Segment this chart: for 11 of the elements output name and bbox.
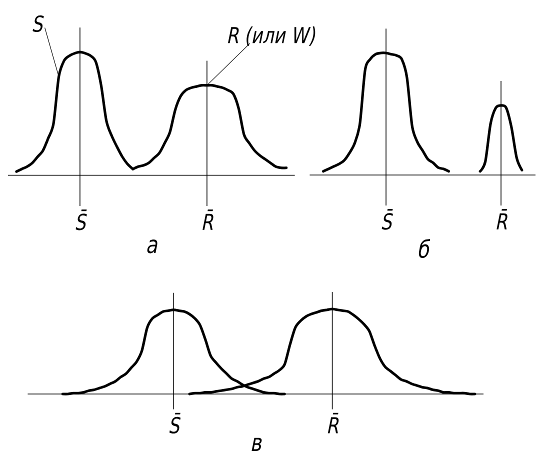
- text: а: [147, 240, 158, 254]
- x-tick-label: S̄: [382, 209, 393, 230]
- series-label: S: [32, 15, 44, 32]
- x-tick-label: R̄: [496, 209, 508, 230]
- text: б: [418, 239, 430, 258]
- x-tick-label: S̄: [76, 210, 87, 230]
- text: в: [252, 438, 262, 451]
- series-label: R (или W): [228, 26, 316, 46]
- x-tick-label: S̄: [169, 412, 181, 434]
- x-tick-label: R̄: [202, 210, 214, 230]
- x-tick-label: R̄: [328, 412, 339, 434]
